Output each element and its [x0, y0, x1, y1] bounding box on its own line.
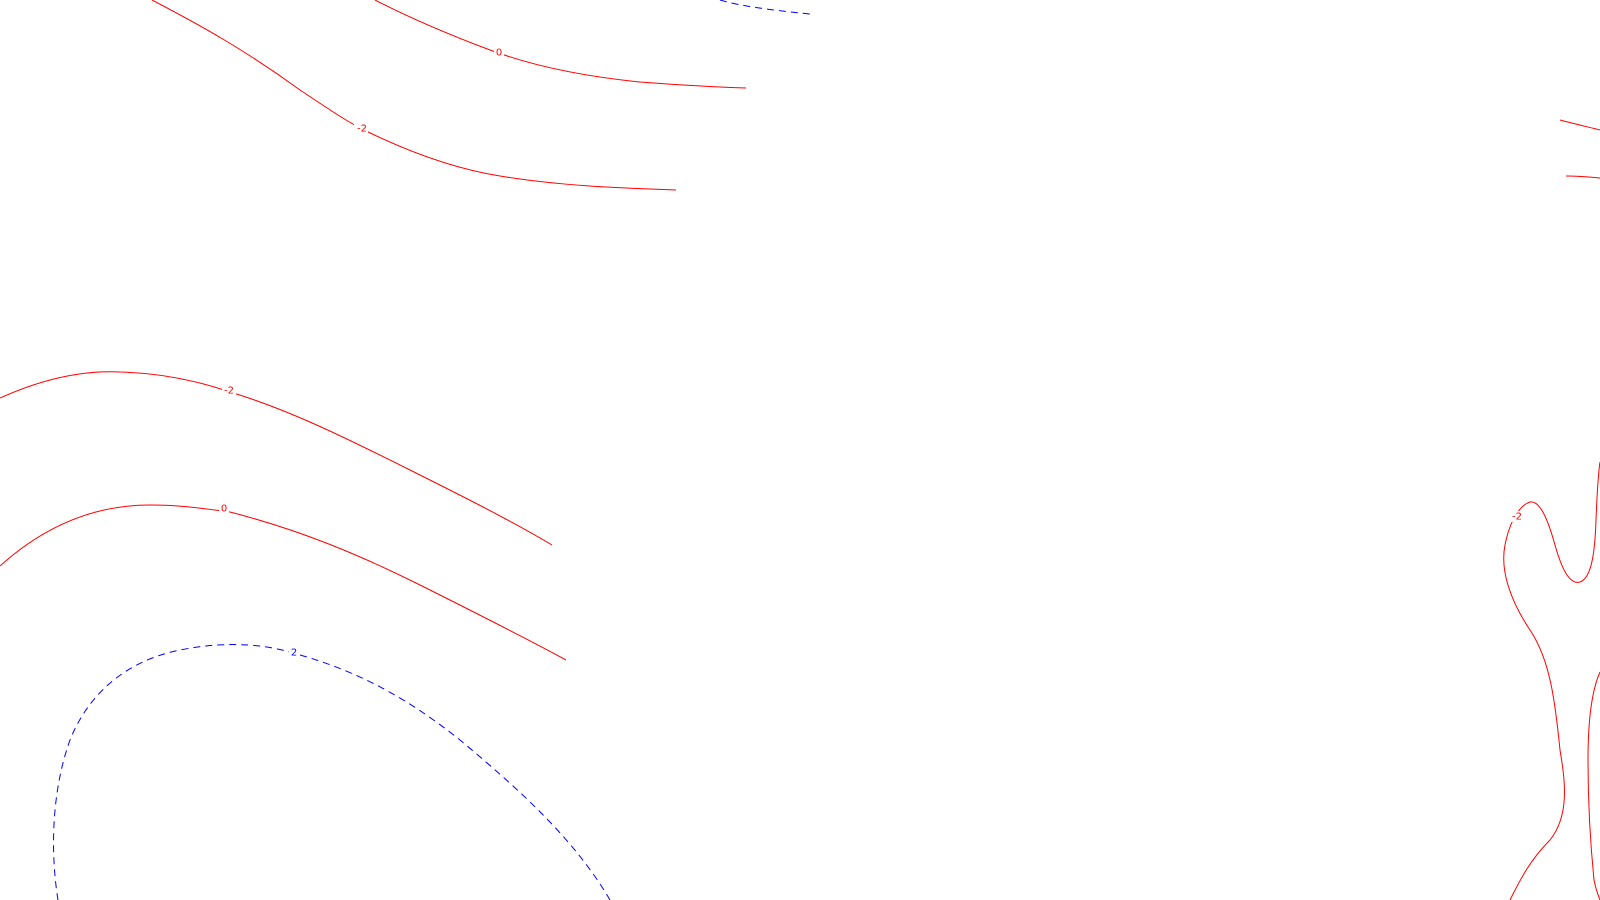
contour-label-left-neg2: -2 [222, 385, 236, 397]
svg-text:2: 2 [291, 648, 297, 659]
svg-text:-2: -2 [1512, 512, 1522, 523]
contour-line-upper-neg2 [151, 0, 677, 191]
contour-line-right-edge-c [1587, 671, 1600, 900]
contour-label-left-2: 2 [289, 648, 299, 659]
svg-text:-2: -2 [224, 386, 234, 397]
contour-label-left-0: 0 [219, 504, 229, 515]
contour-label-upper-0: 0 [494, 48, 504, 59]
contour-line-upper-0 [374, 0, 747, 89]
svg-text:0: 0 [221, 504, 227, 515]
contour-line-right-edge-a [1559, 119, 1600, 131]
svg-text:0: 0 [496, 48, 502, 59]
contour-line-right-neg2-loop [1503, 461, 1600, 900]
contour-line-top-blue [719, 0, 811, 15]
contour-label-upper-neg2: -2 [354, 123, 368, 135]
contour-line-right-edge-b [1565, 175, 1600, 179]
contour-label-right-neg2: -2 [1510, 511, 1524, 523]
svg-text:-2: -2 [357, 124, 367, 135]
contour-line-left-neg2 [0, 371, 553, 546]
contour-line-left-0 [0, 504, 567, 661]
contour-line-left-2 [53, 644, 611, 900]
